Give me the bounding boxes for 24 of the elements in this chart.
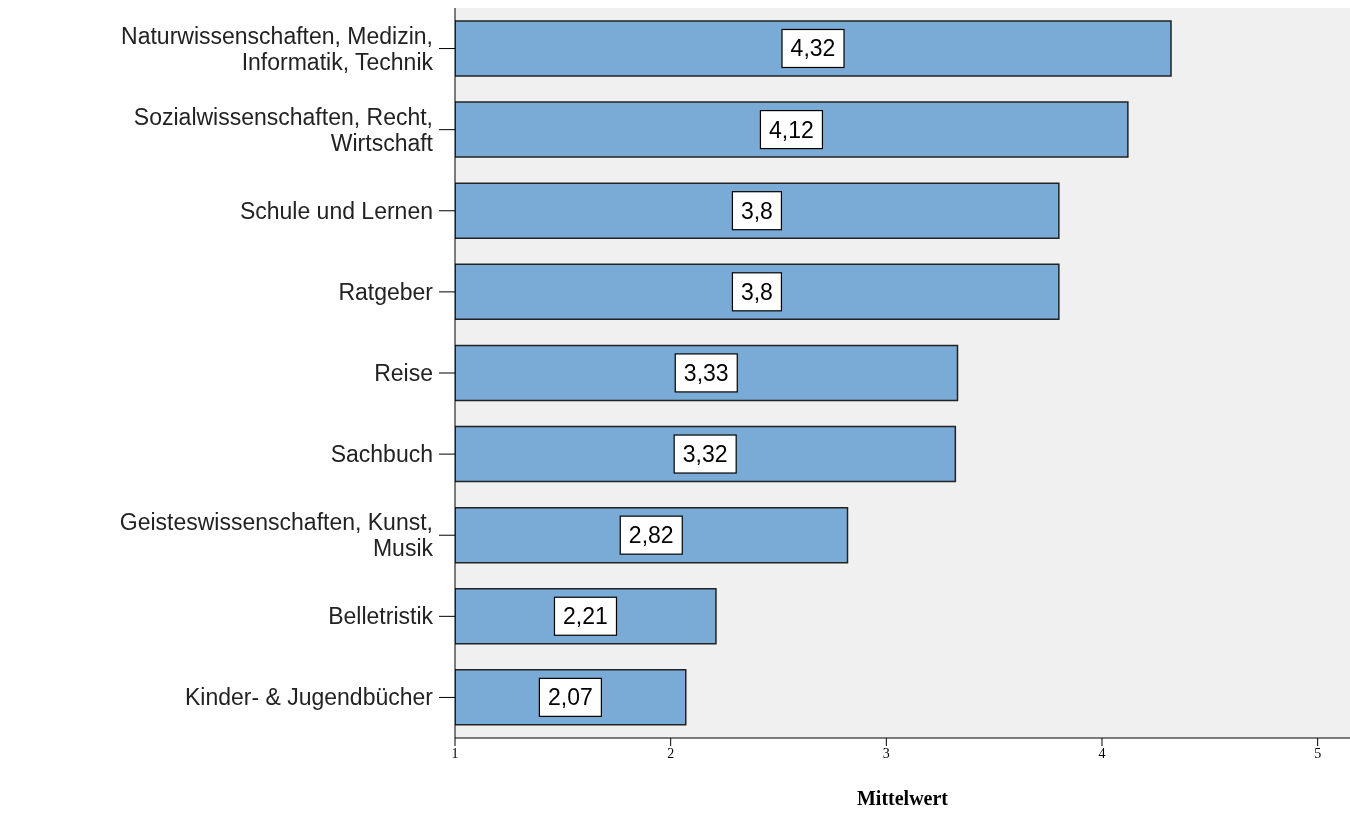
data-label: 2,21: [563, 603, 608, 630]
y-tick-label: Belletristik: [328, 603, 434, 630]
x-tick-label: 1: [451, 745, 459, 761]
x-tick-label: 2: [667, 745, 675, 761]
data-label: 2,07: [548, 684, 593, 711]
x-tick-label: 5: [1314, 745, 1322, 761]
y-tick-label: Sachbuch: [330, 441, 433, 468]
y-tick-label: Sozialwissenschaften, Recht, Wirtschaft: [133, 103, 434, 156]
y-tick-label: Kinder- & Jugendbücher: [184, 684, 434, 711]
data-label: 4,32: [790, 35, 836, 62]
x-axis-title: Mittelwert: [856, 787, 949, 809]
x-tick-label: 4: [1098, 745, 1106, 761]
data-label: 2,82: [628, 522, 674, 549]
data-label: 3,8: [740, 278, 773, 305]
data-label: 3,32: [682, 441, 728, 468]
y-tick-label: Naturwissenschaften, Medizin, Informatik, Technik: [121, 22, 434, 75]
data-label: 4,12: [769, 116, 814, 143]
y-tick-label: Geisteswissenschaften, Kunst, Musik: [119, 509, 434, 562]
data-label: 3,33: [683, 359, 729, 386]
data-label: 3,8: [740, 197, 773, 224]
y-tick-label: Schule und Lernen: [239, 197, 433, 224]
y-tick-label: Ratgeber: [338, 278, 434, 305]
y-tick-label: Reise: [374, 360, 433, 386]
x-tick-label: 3: [882, 745, 890, 761]
